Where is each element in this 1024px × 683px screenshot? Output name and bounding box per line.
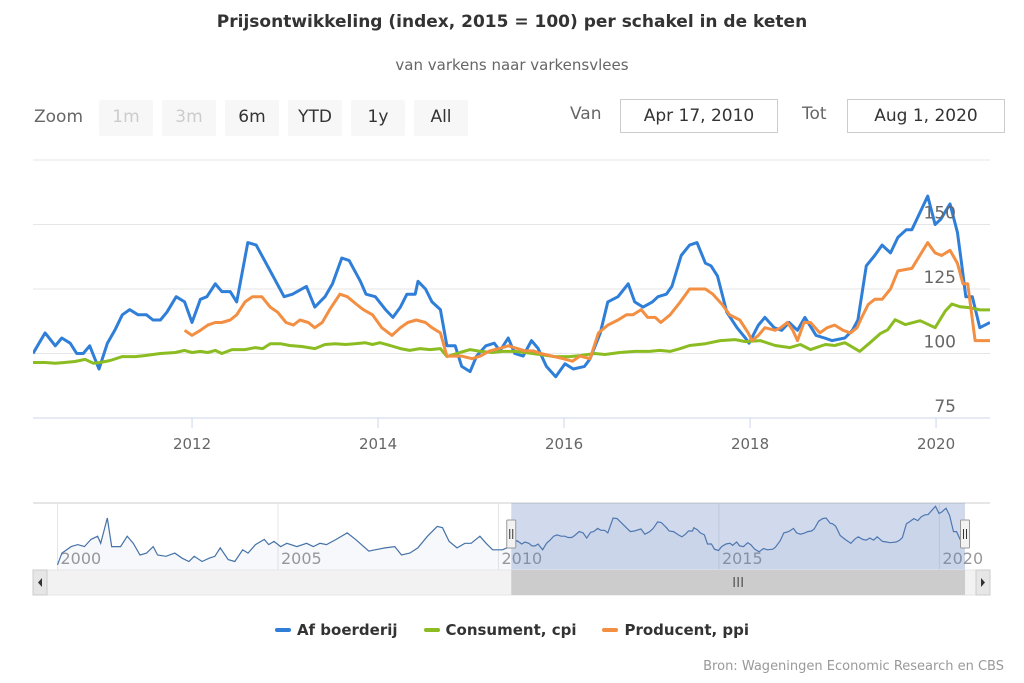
navigator-tick-label: 2010	[501, 549, 542, 568]
to-date-label: Tot	[802, 104, 827, 124]
legend-item-producent-ppi[interactable]: Producent, ppi	[602, 621, 749, 639]
navigator-tick-label: 2005	[281, 549, 322, 568]
navigator-handle-left[interactable]	[506, 519, 517, 549]
from-date-label: Van	[570, 104, 602, 124]
x-axis: 2012 2014 2016 2018 2020	[33, 417, 990, 453]
series-line-producent-ppi[interactable]	[183, 241, 990, 363]
plot-series	[33, 194, 990, 379]
zoom-label: Zoom	[34, 107, 84, 127]
y-tick-label: 150	[924, 204, 956, 224]
series-line-af-boerderij[interactable]	[33, 194, 990, 379]
legend-line-symbol	[423, 628, 440, 632]
legend-line-symbol	[274, 628, 291, 632]
navigator-handle-right[interactable]	[960, 519, 970, 549]
navigator-tick-label: 2015	[722, 549, 763, 568]
navigator-tick-label: 2000	[61, 549, 102, 568]
chart-title: Prijsontwikkeling (index, 2015 = 100) pe…	[216, 12, 808, 32]
x-tick-label: 2012	[173, 435, 211, 453]
navigator-series-area	[57, 506, 965, 570]
y-tick-label: 125	[924, 268, 956, 288]
navigator[interactable]: 2000 2005 2010 2015 2020	[33, 502, 990, 570]
grid-lines	[33, 159, 990, 419]
legend-label: Af boerderij	[296, 621, 398, 639]
range-button-6m[interactable]: 6m	[225, 100, 279, 136]
y-axis: 75 100 125 150	[924, 204, 956, 418]
y-tick-label: 75	[934, 397, 956, 417]
series-line-consument-cpi[interactable]	[33, 302, 990, 365]
range-button-3m[interactable]: 3m	[162, 100, 216, 136]
arrow-left-icon	[38, 578, 42, 587]
x-tick-label: 2016	[545, 435, 583, 453]
credits[interactable]: Bron: Wageningen Economic Research en CB…	[703, 659, 1004, 674]
arrow-right-icon	[981, 578, 985, 587]
legend-item-af-boerderij[interactable]: Af boerderij	[274, 621, 398, 639]
legend-label: Consument, cpi	[445, 621, 577, 639]
x-tick-label: 2020	[917, 435, 955, 453]
legend: Af boerderij Consument, cpi Producent, p…	[0, 621, 1024, 639]
legend-line-symbol	[602, 628, 619, 632]
range-button-ytd[interactable]: YTD	[288, 100, 342, 136]
legend-label: Producent, ppi	[624, 621, 750, 639]
from-date-input[interactable]: Apr 17, 2010	[620, 99, 778, 133]
range-button-all[interactable]: All	[414, 100, 468, 136]
range-button-1y[interactable]: 1y	[351, 100, 405, 136]
x-tick-label: 2014	[359, 435, 397, 453]
chart-subtitle: van varkens naar varkensvlees	[395, 56, 629, 74]
scrollbar[interactable]	[32, 569, 991, 596]
legend-item-consument-cpi[interactable]: Consument, cpi	[423, 621, 577, 639]
to-date-input[interactable]: Aug 1, 2020	[847, 99, 1005, 133]
y-tick-label: 100	[924, 333, 956, 353]
range-button-1m[interactable]: 1m	[99, 100, 153, 136]
x-tick-label: 2018	[731, 435, 769, 453]
navigator-tick-label: 2020	[942, 549, 983, 568]
navigator-series-line	[56, 505, 966, 566]
navigator-selected-range[interactable]	[511, 503, 965, 570]
